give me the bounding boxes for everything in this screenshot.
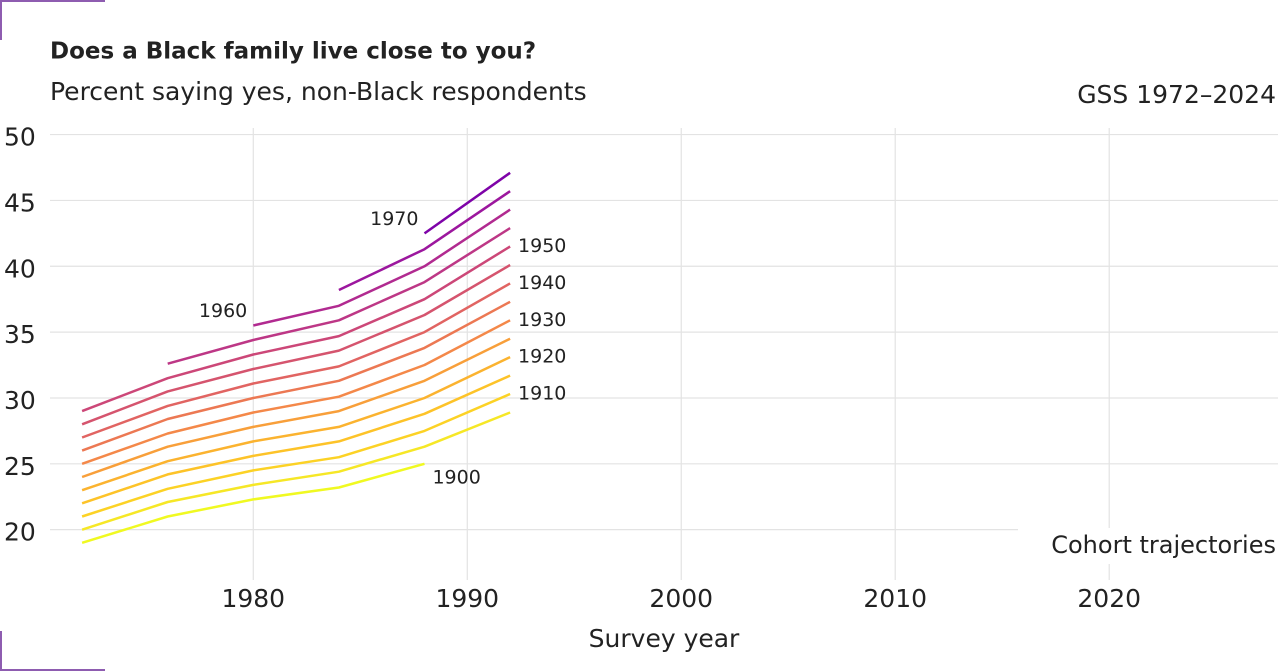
y-tick-label: 20 <box>4 518 36 547</box>
x-tick-label: 2000 <box>649 584 713 613</box>
cohort-label: 1930 <box>518 309 566 331</box>
corner-decoration <box>0 0 105 671</box>
cohort-line <box>81 300 511 452</box>
cohort-line <box>81 462 425 544</box>
x-tick-label: 2010 <box>863 584 927 613</box>
source: GSS 1972–2024 <box>1077 80 1276 109</box>
caption: Cohort trajectories <box>1051 531 1276 559</box>
cohort-line <box>81 263 511 426</box>
cohort-line <box>81 282 511 439</box>
cohort-label: 1960 <box>199 300 247 322</box>
y-tick-label: 25 <box>4 452 36 481</box>
cohort-label: 1940 <box>518 272 566 294</box>
x-tick-label: 1980 <box>221 584 285 613</box>
cohort-line <box>81 392 511 518</box>
cohort-line <box>81 337 511 479</box>
cohort-line <box>81 245 511 413</box>
cohort-line <box>81 411 511 531</box>
cohort-line <box>423 171 511 235</box>
x-axis-label: Survey year <box>589 624 740 653</box>
cohort-line <box>167 227 511 365</box>
grid <box>50 128 1278 580</box>
caption-background <box>1018 528 1278 564</box>
cohort-line <box>81 374 511 505</box>
y-tick-label: 30 <box>4 386 36 415</box>
cohort-label: 1950 <box>518 235 566 257</box>
cohort-label: 1910 <box>518 383 566 405</box>
x-tick-label: 2020 <box>1077 584 1141 613</box>
y-tick-label: 45 <box>4 188 36 217</box>
cohort-label: 1900 <box>432 466 480 488</box>
y-tick-label: 35 <box>4 320 36 349</box>
y-tick-label: 40 <box>4 254 36 283</box>
chart-title: Does a Black family live close to you? <box>50 39 536 65</box>
chart-subtitle: Percent saying yes, non-Black respondent… <box>50 77 587 106</box>
cohort-label: 1970 <box>370 208 418 230</box>
cohort-line <box>338 190 511 292</box>
cohort-line <box>81 319 511 465</box>
cohort-line <box>81 355 511 492</box>
x-tick-label: 1990 <box>435 584 499 613</box>
cohort-label: 1920 <box>518 346 566 368</box>
cohort-line <box>253 208 511 327</box>
y-tick-label: 50 <box>4 123 36 152</box>
